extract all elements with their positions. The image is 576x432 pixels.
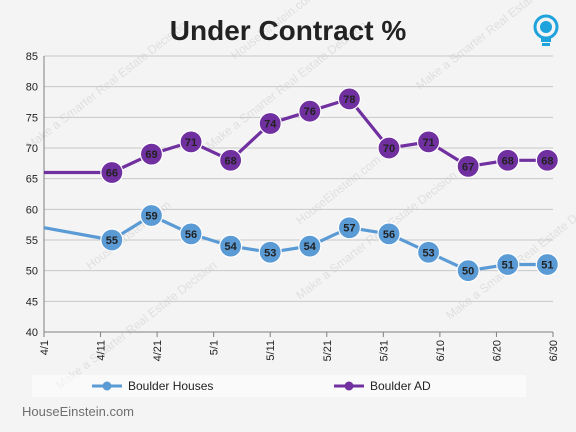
data-point [337,216,361,240]
data-label: 51 [502,260,514,272]
data-point [416,240,441,264]
data-label: 74 [264,118,277,130]
data-point [179,222,203,246]
data-label: 54 [225,241,238,253]
data-point [377,136,401,160]
data-point [535,252,559,277]
data-label: 66 [106,168,118,180]
data-point [219,234,243,258]
data-point [100,160,124,185]
data-point [139,203,164,228]
data-point [258,111,282,136]
legend-label: Boulder AD [370,379,431,393]
y-tick-label: 50 [26,266,38,278]
data-label: 78 [343,94,355,106]
x-tick-label: 6/20 [491,340,503,361]
x-tick-label: 6/10 [435,340,447,361]
data-point [100,228,124,252]
data-label: 56 [383,229,395,241]
bulb-core [540,21,552,33]
data-label: 56 [185,229,197,241]
data-point [298,234,322,258]
data-label: 50 [462,266,474,278]
x-tick-label: 6/30 [548,340,560,361]
data-label: 68 [225,155,237,167]
footer-site: HouseEinstein.com [22,404,134,419]
data-point [416,130,441,154]
data-label: 68 [502,155,514,167]
data-point [456,259,480,283]
data-label: 70 [383,143,395,155]
data-label: 71 [422,137,434,149]
bulb-base [541,38,551,42]
data-label: 67 [462,161,474,173]
x-axis-ticks: 4/1 4/11 4/21 5/1 5/11 5/21 5/31 6/10 6/20 6/30 [39,332,560,361]
data-label: 53 [264,247,276,259]
data-label: 55 [106,235,118,247]
x-tick-label: 5/21 [322,340,334,361]
y-tick-label: 65 [26,174,38,186]
data-point [219,148,243,172]
x-tick-label: 4/1 [39,340,51,355]
y-tick-label: 40 [26,327,38,339]
y-tick-label: 80 [26,82,38,94]
data-point [496,148,520,172]
data-label: 68 [541,155,553,167]
data-point [456,154,480,178]
y-axis-ticks: 40 45 50 55 60 65 70 75 80 85 [26,51,38,339]
legend-label: Boulder Houses [128,379,213,393]
data-point [337,87,361,111]
data-point [496,252,520,277]
x-tick-label: 4/21 [152,340,164,361]
legend: Boulder Houses Boulder AD [32,375,526,397]
data-point [258,240,282,264]
data-label: 69 [145,149,157,161]
y-tick-label: 60 [26,204,38,216]
legend-swatch-marker [344,381,354,391]
data-label: 57 [343,223,355,235]
chart-title: Under Contract % [170,15,407,46]
data-point [179,130,203,154]
y-tick-label: 70 [26,143,38,155]
data-label: 76 [304,106,316,118]
lightbulb-icon [533,14,559,46]
x-tick-label: 5/11 [265,340,277,361]
y-tick-label: 45 [26,296,38,308]
legend-box [32,375,526,397]
y-tick-label: 85 [26,51,38,63]
data-point [535,148,559,172]
data-label: 51 [541,260,553,272]
data-point [139,142,164,166]
data-point [298,99,322,123]
data-label: 53 [422,247,434,259]
data-label: 71 [185,137,197,149]
y-tick-label: 75 [26,112,38,124]
data-point [377,222,401,246]
bulb-base [542,43,550,46]
data-label: 59 [145,210,157,222]
x-tick-label: 5/31 [378,340,390,361]
x-tick-label: 4/11 [96,340,108,361]
series-layer: 55 59 56 54 53 54 57 56 53 50 51 51 66 69 71 68 74 76 78 70… [43,87,559,283]
x-tick-label: 5/1 [209,340,221,355]
data-label: 54 [304,241,317,253]
y-tick-label: 55 [26,235,38,247]
legend-swatch-marker [102,381,112,391]
